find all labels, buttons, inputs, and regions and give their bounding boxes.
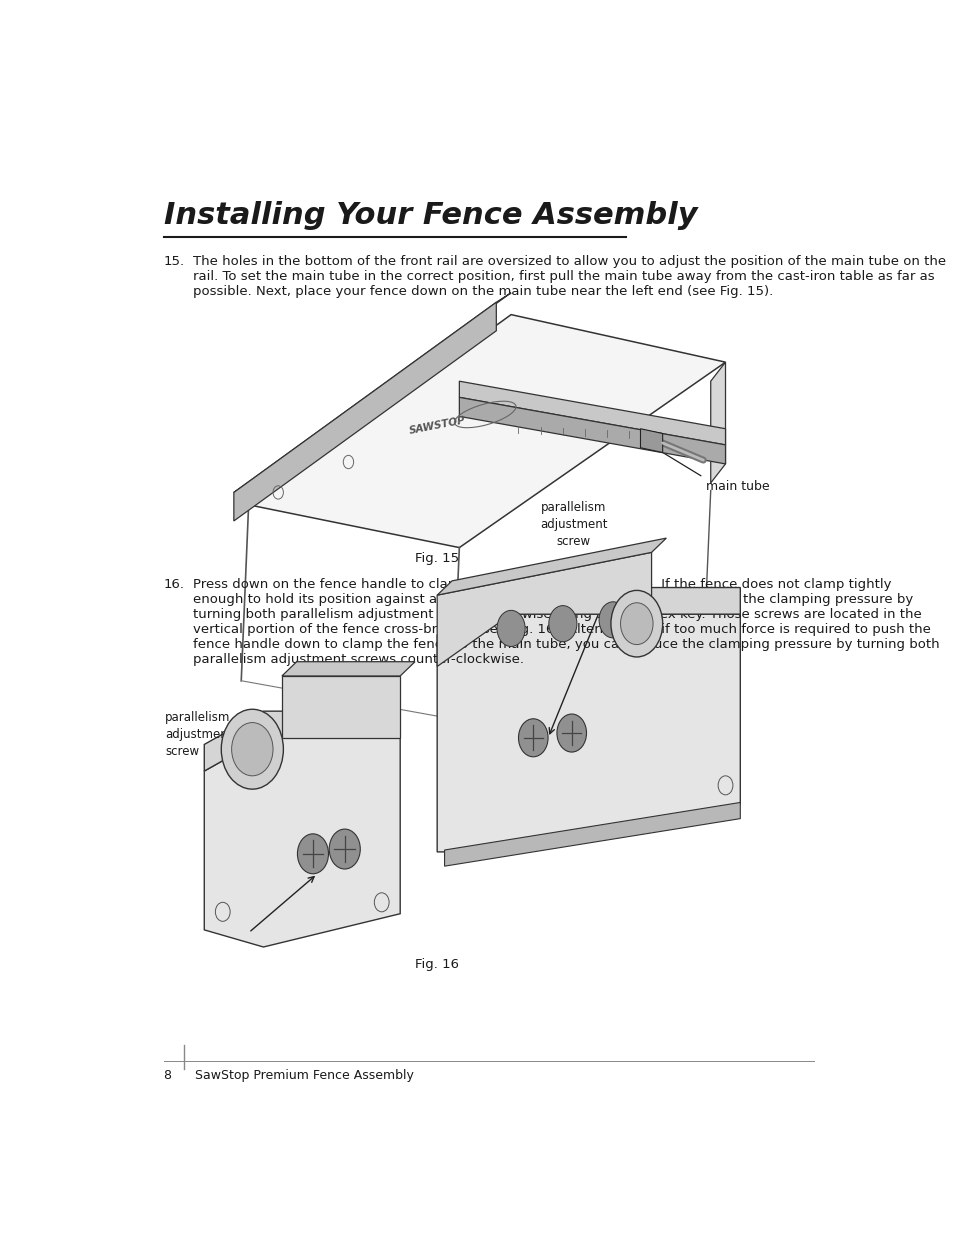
Polygon shape (204, 737, 400, 947)
Circle shape (517, 719, 547, 757)
Polygon shape (459, 382, 724, 445)
Text: 8: 8 (164, 1068, 172, 1082)
Text: 15.: 15. (164, 254, 185, 268)
Polygon shape (233, 303, 496, 521)
Text: main tube: main tube (705, 480, 768, 493)
Polygon shape (282, 676, 400, 737)
Circle shape (297, 834, 328, 874)
Polygon shape (639, 429, 662, 452)
Polygon shape (444, 803, 740, 866)
Circle shape (598, 601, 626, 638)
Polygon shape (204, 711, 400, 771)
Text: parallelism
adjustment
screw: parallelism adjustment screw (539, 500, 607, 547)
Polygon shape (436, 552, 651, 667)
Text: parallelism
adjustment
screw: parallelism adjustment screw (165, 711, 233, 758)
Polygon shape (436, 614, 740, 852)
Polygon shape (459, 398, 724, 464)
Polygon shape (436, 538, 665, 595)
Text: SawStop Premium Fence Assembly: SawStop Premium Fence Assembly (194, 1068, 413, 1082)
Text: Fig. 16: Fig. 16 (415, 958, 458, 972)
Text: Press down on the fence handle to clamp the fence to the main tube. If the fence: Press down on the fence handle to clamp … (193, 578, 939, 666)
Circle shape (232, 722, 273, 776)
Text: Fig. 15: Fig. 15 (415, 552, 458, 566)
Polygon shape (233, 293, 511, 493)
Text: The holes in the bottom of the front rail are oversized to allow you to adjust t: The holes in the bottom of the front rai… (193, 254, 945, 298)
Circle shape (619, 603, 653, 645)
Circle shape (557, 714, 586, 752)
Circle shape (610, 590, 662, 657)
Polygon shape (249, 315, 724, 547)
Polygon shape (282, 662, 415, 676)
Polygon shape (436, 588, 740, 662)
Circle shape (221, 709, 283, 789)
Text: Installing Your Fence Assembly: Installing Your Fence Assembly (164, 200, 697, 230)
Text: SAWSTOP: SAWSTOP (408, 415, 466, 436)
Polygon shape (710, 362, 724, 483)
Circle shape (329, 829, 360, 869)
Circle shape (548, 605, 577, 642)
Circle shape (497, 610, 524, 646)
Text: 16.: 16. (164, 578, 185, 592)
